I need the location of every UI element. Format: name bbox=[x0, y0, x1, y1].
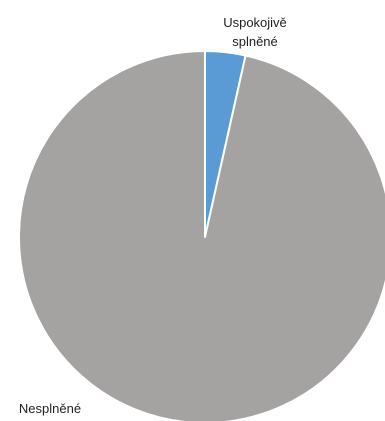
pie-slice-nesplnene bbox=[17, 50, 385, 421]
pie-label-nesplnene: Nesplněné bbox=[19, 401, 81, 416]
pie-label-line: Uspokojivě bbox=[223, 15, 287, 30]
pie-label-line: Nesplněné bbox=[19, 401, 81, 416]
pie-slices bbox=[17, 50, 385, 421]
pie-labels: Uspokojivě splněné Nesplněné bbox=[19, 15, 287, 416]
pie-label-line: splněné bbox=[232, 34, 278, 49]
pie-label-uspokojive-splnene: Uspokojivě splněné bbox=[223, 15, 287, 49]
